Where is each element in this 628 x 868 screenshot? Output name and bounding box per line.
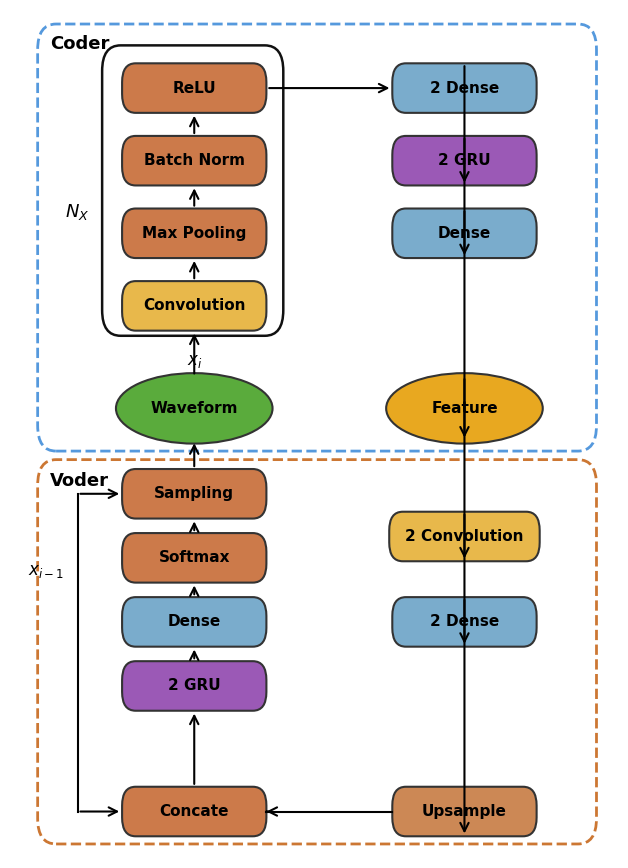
FancyBboxPatch shape <box>392 597 536 647</box>
FancyBboxPatch shape <box>122 786 266 836</box>
FancyBboxPatch shape <box>392 786 536 836</box>
FancyBboxPatch shape <box>122 281 266 331</box>
Text: Dense: Dense <box>168 615 221 629</box>
Ellipse shape <box>386 373 543 444</box>
FancyBboxPatch shape <box>122 469 266 518</box>
Text: Sampling: Sampling <box>154 486 234 502</box>
FancyBboxPatch shape <box>122 597 266 647</box>
FancyBboxPatch shape <box>122 136 266 186</box>
Text: 2 Dense: 2 Dense <box>430 81 499 95</box>
FancyBboxPatch shape <box>392 208 536 258</box>
Ellipse shape <box>116 373 273 444</box>
Text: Concate: Concate <box>160 804 229 819</box>
Text: Upsample: Upsample <box>422 804 507 819</box>
Text: Max Pooling: Max Pooling <box>142 226 246 240</box>
Text: Convolution: Convolution <box>143 299 246 313</box>
Text: 2 GRU: 2 GRU <box>168 679 220 694</box>
Text: 2 Convolution: 2 Convolution <box>405 529 524 544</box>
FancyBboxPatch shape <box>392 136 536 186</box>
FancyBboxPatch shape <box>389 512 539 562</box>
Text: 2 GRU: 2 GRU <box>438 153 490 168</box>
Text: $x_i$: $x_i$ <box>187 352 202 370</box>
FancyBboxPatch shape <box>122 661 266 711</box>
Text: Coder: Coder <box>50 35 109 53</box>
Text: Softmax: Softmax <box>158 550 230 565</box>
Text: Batch Norm: Batch Norm <box>144 153 245 168</box>
Text: Feature: Feature <box>431 401 498 416</box>
Text: Waveform: Waveform <box>151 401 238 416</box>
FancyBboxPatch shape <box>122 533 266 582</box>
FancyBboxPatch shape <box>392 63 536 113</box>
Text: $x_{i-1}$: $x_{i-1}$ <box>28 562 63 580</box>
Text: Voder: Voder <box>50 472 109 490</box>
FancyBboxPatch shape <box>122 208 266 258</box>
Text: Dense: Dense <box>438 226 491 240</box>
Text: $N_X$: $N_X$ <box>65 202 90 222</box>
FancyBboxPatch shape <box>122 63 266 113</box>
Text: ReLU: ReLU <box>173 81 216 95</box>
Text: 2 Dense: 2 Dense <box>430 615 499 629</box>
